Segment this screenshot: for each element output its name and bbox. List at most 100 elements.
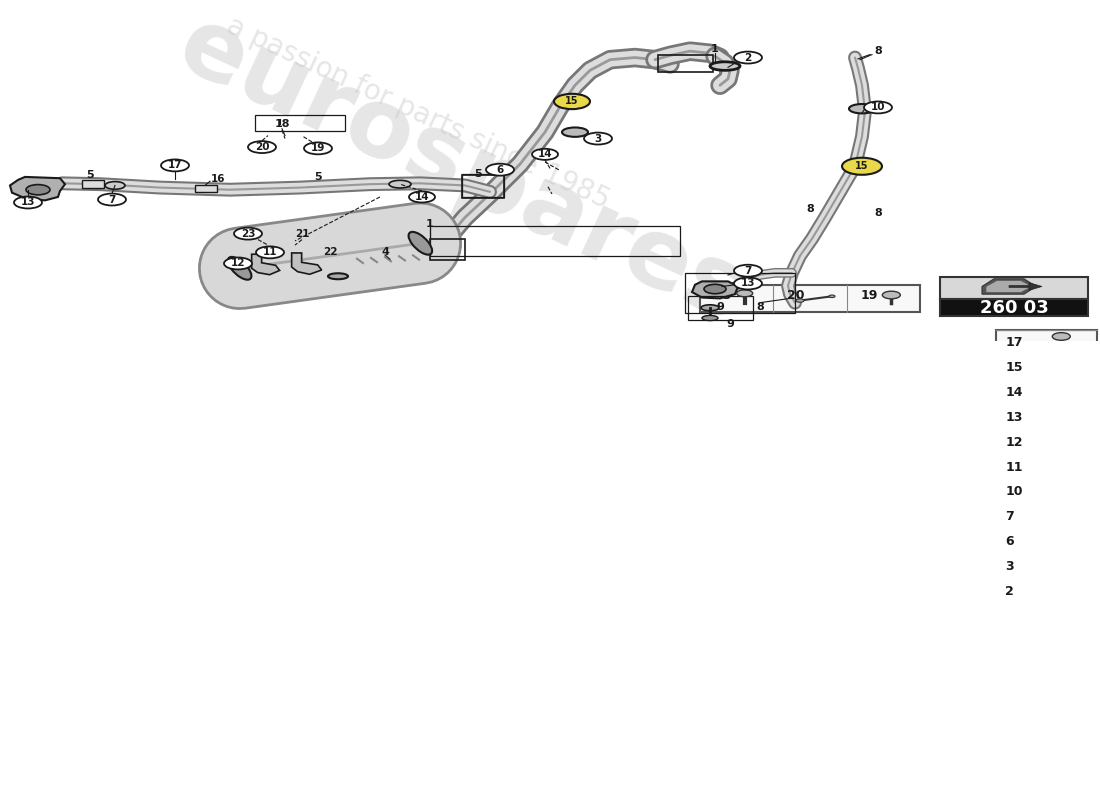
Polygon shape (10, 177, 65, 200)
Circle shape (248, 141, 276, 153)
Polygon shape (986, 281, 1032, 293)
Circle shape (234, 228, 262, 239)
Ellipse shape (389, 180, 411, 188)
Text: 1: 1 (711, 44, 719, 54)
Text: 12: 12 (1005, 436, 1023, 449)
Text: 20: 20 (788, 289, 805, 302)
Circle shape (409, 191, 434, 202)
Text: 8: 8 (806, 204, 814, 214)
Text: 9: 9 (716, 302, 724, 312)
Circle shape (554, 94, 590, 109)
Bar (688, 296, 754, 320)
Text: 5: 5 (474, 169, 482, 179)
Text: 8: 8 (756, 302, 763, 312)
Polygon shape (692, 282, 738, 298)
Text: 5: 5 (315, 172, 322, 182)
Text: 3: 3 (1005, 560, 1014, 573)
Circle shape (14, 197, 42, 209)
Text: 7: 7 (108, 194, 115, 205)
Text: 10: 10 (1005, 486, 1023, 498)
Circle shape (1053, 358, 1070, 365)
Text: 5: 5 (86, 170, 94, 180)
Text: 22: 22 (322, 246, 338, 257)
Bar (685, 273, 795, 314)
Text: 18: 18 (274, 119, 289, 130)
Circle shape (256, 246, 284, 258)
Text: 17: 17 (1005, 336, 1023, 349)
Text: 4: 4 (381, 246, 389, 257)
Text: 11: 11 (263, 247, 277, 258)
Bar (940, 299, 1088, 316)
Bar (940, 277, 1088, 299)
Text: 11: 11 (1005, 461, 1023, 474)
Circle shape (1053, 432, 1070, 440)
Text: 8: 8 (874, 46, 882, 56)
Text: 260 03: 260 03 (980, 298, 1048, 317)
Text: 2: 2 (745, 53, 751, 62)
Text: 8: 8 (874, 208, 882, 218)
Polygon shape (982, 279, 1036, 294)
Text: eurospares: eurospares (164, 0, 760, 342)
Text: 13: 13 (1005, 410, 1023, 424)
Text: 23: 23 (714, 289, 732, 302)
Ellipse shape (849, 104, 875, 114)
Circle shape (532, 149, 558, 160)
Circle shape (161, 159, 189, 171)
Text: 1: 1 (426, 219, 433, 229)
Circle shape (796, 299, 804, 302)
Bar (462, 174, 504, 198)
Polygon shape (292, 253, 321, 274)
Circle shape (734, 51, 762, 63)
Text: 14: 14 (1005, 386, 1023, 399)
Circle shape (737, 290, 752, 297)
Circle shape (882, 291, 900, 299)
Ellipse shape (562, 127, 588, 137)
Text: 17: 17 (167, 161, 183, 170)
Bar (462, 174, 504, 198)
Circle shape (1053, 382, 1070, 390)
Text: 7: 7 (745, 266, 751, 276)
Circle shape (734, 265, 762, 277)
Text: 19: 19 (860, 289, 878, 302)
Text: 15: 15 (856, 162, 869, 171)
Text: 15: 15 (565, 97, 579, 106)
Bar (430, 226, 680, 256)
Bar (195, 186, 217, 192)
Polygon shape (252, 254, 279, 274)
Ellipse shape (710, 62, 740, 70)
Text: 3: 3 (594, 134, 602, 143)
Circle shape (98, 194, 126, 206)
Circle shape (1053, 407, 1070, 415)
Text: 16: 16 (211, 174, 226, 184)
Text: 9: 9 (726, 319, 734, 329)
Text: 13: 13 (21, 198, 35, 207)
Bar (1069, 465, 1079, 468)
Bar (82, 180, 104, 187)
Ellipse shape (104, 182, 125, 190)
Ellipse shape (328, 274, 348, 279)
Text: 7: 7 (1005, 510, 1014, 523)
Text: 15: 15 (1005, 361, 1023, 374)
Circle shape (864, 102, 892, 114)
Ellipse shape (702, 315, 718, 321)
Text: a passion for parts since 1985: a passion for parts since 1985 (222, 11, 614, 214)
Circle shape (734, 278, 762, 290)
Circle shape (842, 158, 882, 174)
Circle shape (224, 258, 252, 270)
Text: 10: 10 (871, 102, 886, 113)
Polygon shape (1009, 282, 1042, 290)
Text: 23: 23 (241, 229, 255, 238)
Circle shape (1053, 333, 1070, 340)
Text: 20: 20 (255, 142, 270, 152)
Text: 14: 14 (415, 192, 429, 202)
Circle shape (304, 142, 332, 154)
Bar (996, 330, 1097, 604)
Text: 2: 2 (1005, 585, 1014, 598)
Bar (658, 55, 713, 73)
Text: 13: 13 (740, 278, 756, 289)
Text: 21: 21 (295, 229, 309, 238)
Circle shape (486, 164, 514, 176)
Circle shape (829, 295, 835, 298)
Text: 6: 6 (496, 165, 504, 174)
Text: 19: 19 (311, 143, 326, 154)
